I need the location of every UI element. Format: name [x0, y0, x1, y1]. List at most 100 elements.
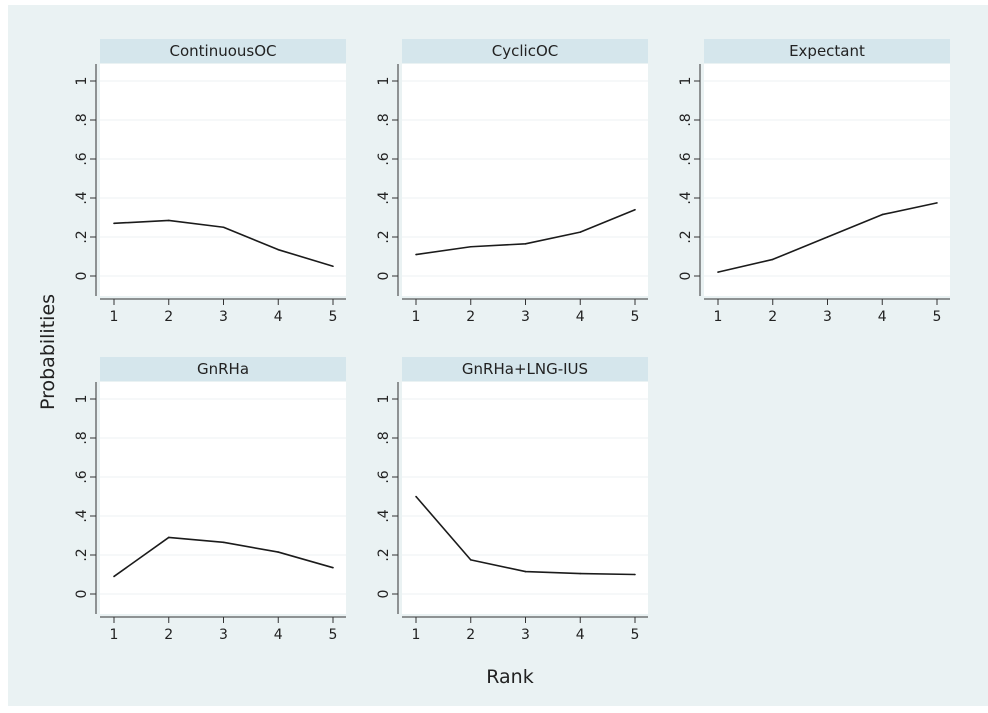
panels: ContinuousOC 0 .2 .4 .6 .8 1 1 2 3 4 5 CyclicOC 0 .2 .4…	[74, 39, 950, 643]
y-tick-label: .4	[678, 191, 694, 204]
x-tick-label: 2	[466, 309, 475, 325]
panel-4: GnRHa 0 .2 .4 .6 .8 1 1 2 3 4 5	[74, 357, 346, 643]
data-point	[469, 559, 472, 561]
data-point	[332, 265, 334, 268]
plot-area	[100, 382, 346, 614]
panel-title: Expectant	[789, 42, 865, 60]
y-tick-label: .4	[376, 509, 392, 522]
x-tick-label: 4	[576, 627, 585, 643]
y-tick-label: 1	[376, 395, 392, 404]
x-tick-label: 3	[219, 627, 228, 643]
panel-header	[100, 357, 346, 381]
plot-area	[402, 382, 648, 614]
data-point	[771, 258, 774, 261]
y-tick-label: .2	[376, 230, 392, 243]
x-tick-label: 2	[164, 627, 173, 643]
data-point	[277, 248, 280, 251]
plot-area	[402, 64, 648, 296]
y-tick-label: 1	[74, 395, 90, 404]
y-tick-label: .8	[678, 113, 694, 126]
y-tick-label: .4	[376, 191, 392, 204]
data-point	[222, 541, 225, 544]
data-point	[634, 573, 636, 576]
plot-area	[100, 64, 346, 296]
x-tick-label: 4	[878, 309, 887, 325]
data-point	[634, 208, 636, 211]
panel-header	[704, 39, 950, 63]
x-tick-label: 1	[412, 627, 421, 643]
data-point	[881, 213, 884, 216]
panel-title: GnRHa+LNG-IUS	[462, 360, 588, 378]
y-tick-label: .4	[74, 509, 90, 522]
data-point	[717, 271, 719, 273]
y-tick-label: .6	[74, 152, 90, 165]
data-point	[936, 202, 938, 204]
panel-1: ContinuousOC 0 .2 .4 .6 .8 1 1 2 3 4 5	[74, 39, 346, 325]
x-tick-label: 5	[933, 309, 942, 325]
figure: ContinuousOC 0 .2 .4 .6 .8 1 1 2 3 4 5 CyclicOC 0 .2 .4…	[8, 5, 988, 706]
y-tick-label: 0	[74, 590, 90, 599]
x-tick-label: 3	[219, 309, 228, 325]
x-tick-label: 5	[631, 309, 640, 325]
y-tick-label: .8	[74, 113, 90, 126]
x-tick-label: 3	[521, 309, 530, 325]
y-tick-label: 1	[74, 77, 90, 86]
data-point	[113, 575, 115, 578]
y-tick-label: .8	[74, 431, 90, 444]
data-point	[332, 566, 334, 569]
data-point	[826, 236, 829, 238]
data-point	[113, 222, 115, 225]
x-tick-label: 1	[714, 309, 723, 325]
x-tick-label: 5	[329, 309, 338, 325]
x-tick-label: 1	[110, 627, 119, 643]
y-tick-label: 1	[376, 77, 392, 86]
y-tick-label: .6	[376, 152, 392, 165]
data-point	[415, 495, 417, 498]
x-tick-label: 1	[110, 309, 119, 325]
panel-header	[402, 39, 648, 63]
data-point	[524, 570, 527, 573]
panel-title: GnRHa	[197, 360, 249, 378]
x-tick-label: 4	[274, 309, 283, 325]
x-tick-label: 2	[466, 627, 475, 643]
y-tick-label: .6	[376, 470, 392, 483]
y-tick-label: .6	[74, 470, 90, 483]
x-tick-label: 4	[576, 309, 585, 325]
x-tick-label: 1	[412, 309, 421, 325]
data-point	[579, 572, 582, 575]
data-point	[524, 243, 527, 245]
y-tick-label: 1	[678, 77, 694, 86]
y-tick-label: .4	[74, 191, 90, 204]
panel-header	[100, 39, 346, 63]
data-point	[415, 253, 417, 256]
data-point	[167, 219, 170, 222]
x-tick-label: 3	[823, 309, 832, 325]
y-tick-label: .8	[376, 113, 392, 126]
chart-svg: ContinuousOC 0 .2 .4 .6 .8 1 1 2 3 4 5 CyclicOC 0 .2 .4…	[8, 5, 988, 706]
y-tick-label: 0	[678, 272, 694, 281]
x-tick-label: 2	[164, 309, 173, 325]
panel-2: CyclicOC 0 .2 .4 .6 .8 1 1 2 3 4 5	[376, 39, 648, 325]
y-tick-label: 0	[376, 272, 392, 281]
x-axis-label: Rank	[486, 666, 533, 688]
x-tick-label: 3	[521, 627, 530, 643]
y-tick-label: 0	[376, 590, 392, 599]
y-tick-label: .2	[74, 230, 90, 243]
plot-area	[704, 64, 950, 296]
y-tick-label: .2	[376, 548, 392, 561]
panel-3: Expectant 0 .2 .4 .6 .8 1 1 2 3 4 5	[678, 39, 950, 325]
data-point	[222, 226, 225, 229]
panel-header	[402, 357, 648, 381]
data-point	[469, 245, 472, 248]
y-tick-label: 0	[74, 272, 90, 281]
y-tick-label: .2	[74, 548, 90, 561]
panel-title: ContinuousOC	[170, 42, 277, 60]
x-tick-label: 5	[631, 627, 640, 643]
y-tick-label: .2	[678, 230, 694, 243]
x-tick-label: 4	[274, 627, 283, 643]
panel-title: CyclicOC	[492, 42, 558, 60]
y-tick-label: .8	[376, 431, 392, 444]
x-tick-label: 2	[768, 309, 777, 325]
data-point	[579, 231, 582, 233]
panel-5: GnRHa+LNG-IUS 0 .2 .4 .6 .8 1 1 2 3 4 5	[376, 357, 648, 643]
